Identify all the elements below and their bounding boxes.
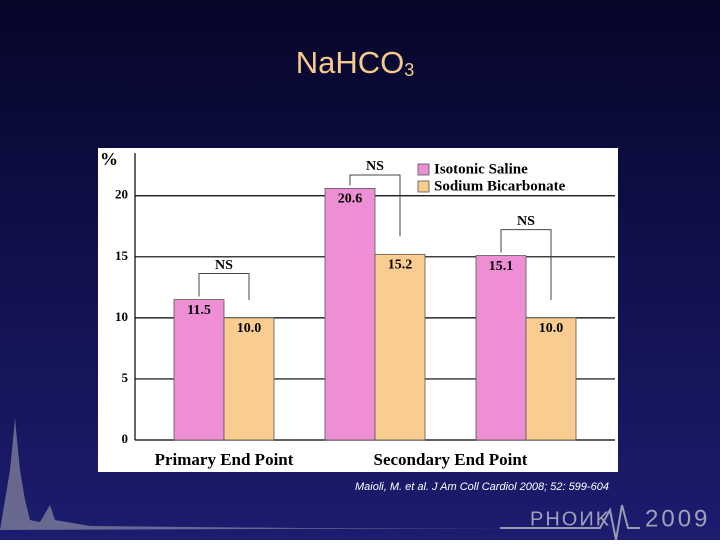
value-label: 20.6 xyxy=(338,192,363,207)
y-tick-label: 5 xyxy=(122,370,129,385)
logo: PHOИK xyxy=(530,508,611,530)
annotation: NS xyxy=(366,159,384,174)
legend-swatch xyxy=(417,180,430,193)
legend-label: Sodium Bicarbonate xyxy=(434,178,566,194)
legend-swatch xyxy=(417,163,430,176)
bar xyxy=(374,253,426,441)
y-axis-label: % xyxy=(100,149,118,169)
pagoda-silhouette xyxy=(0,418,520,530)
bar xyxy=(525,317,577,441)
value-label: 10.0 xyxy=(237,321,262,336)
y-tick-label: 0 xyxy=(122,431,129,446)
chart: % 0 5 10 15 20 11.5 10.0 NS 20.6 15.2 NS 15.1 10.0 NS P… xyxy=(100,149,615,469)
bar xyxy=(324,188,376,441)
bar xyxy=(475,255,527,441)
legend-label: Isotonic Saline xyxy=(434,161,528,177)
annotation: NS xyxy=(215,258,233,273)
value-label: 10.0 xyxy=(539,321,564,336)
significance-bracket xyxy=(198,273,250,300)
bar xyxy=(173,299,225,441)
x-group-label: Secondary End Point xyxy=(374,450,528,469)
significance-bracket xyxy=(349,174,401,237)
y-tick-label: 20 xyxy=(115,187,128,202)
logo-year: 2009 xyxy=(645,505,710,532)
title-main: NaHCO xyxy=(296,45,405,80)
value-label: 15.2 xyxy=(388,258,413,273)
x-group-label: Primary End Point xyxy=(155,450,294,469)
significance-bracket xyxy=(500,229,552,300)
citation: Maioli, M. et al. J Am Coll Cardiol 2008… xyxy=(355,481,609,493)
y-tick-label: 15 xyxy=(115,248,129,263)
annotation: NS xyxy=(517,214,535,229)
value-label: 15.1 xyxy=(489,259,514,274)
bar xyxy=(223,317,275,441)
value-label: 11.5 xyxy=(187,303,211,318)
y-tick-label: 10 xyxy=(115,309,128,324)
title-subscript: 3 xyxy=(404,60,414,80)
slide-title: NaHCO3 xyxy=(296,45,415,80)
